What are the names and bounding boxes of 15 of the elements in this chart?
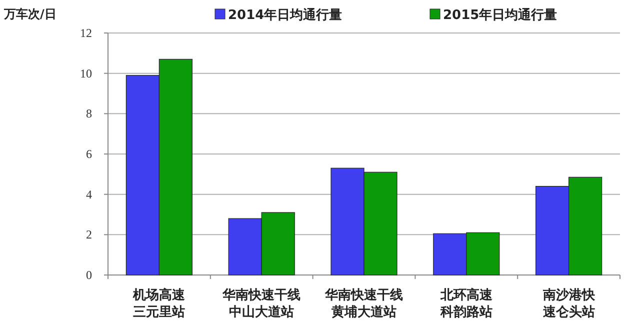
y-tick-label: 10: [80, 66, 92, 80]
x-tick-label: 北环高速科韵路站: [439, 287, 494, 320]
x-tick-label: 南沙港快速仑头站: [542, 288, 596, 320]
y-tick-label: 2: [86, 228, 92, 242]
y-axis-title: 万车次/日: [3, 7, 56, 21]
y-tick-label: 0: [86, 268, 92, 282]
x-tick-label: 华南快速干线中山大道站: [222, 288, 301, 320]
x-tick-label: 机场高速三元里站: [132, 287, 186, 320]
y-tick-label: 4: [86, 187, 92, 202]
legend-label: 2015年日均通行量: [443, 7, 558, 23]
y-tick-label: 6: [86, 147, 92, 161]
y-tick-label: 12: [80, 26, 92, 40]
y-tick-label: 8: [86, 106, 92, 121]
legend-label: 2014年日均通行量: [228, 7, 342, 23]
x-tick-label: 华南快速干线黄埔大道站: [324, 288, 403, 320]
